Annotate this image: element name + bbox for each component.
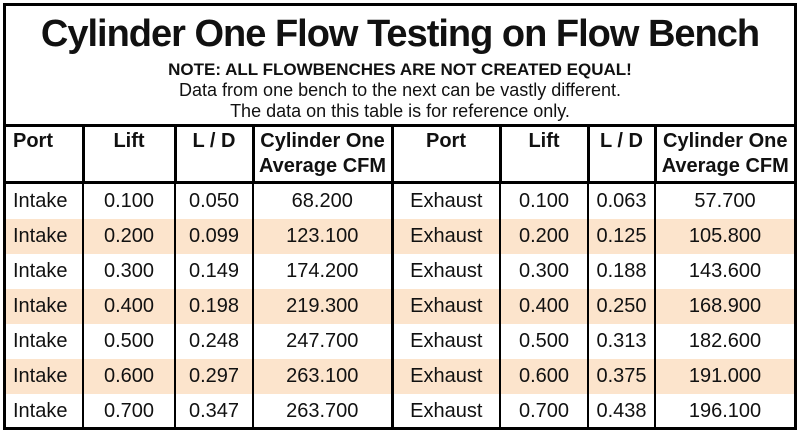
exhaust-avg-cfm-cell: 196.100 xyxy=(654,394,794,427)
table-header: Port Lift L / D Cylinder One Average CFM… xyxy=(6,124,794,184)
intake-lift-cell: 0.100 xyxy=(82,182,175,219)
exhaust-l-d-cell: 0.063 xyxy=(587,182,655,219)
exhaust-port-cell: Exhaust xyxy=(390,219,500,254)
exhaust-port-cell: Exhaust xyxy=(390,359,500,394)
table-row: Intake 0.500 0.248 247.700 Exhaust 0.500 0.313… xyxy=(6,324,794,359)
exhaust-lift-cell: 0.500 xyxy=(499,324,588,359)
exhaust-port-cell: Exhaust xyxy=(390,394,500,427)
intake-l-d-cell: 0.248 xyxy=(174,324,253,359)
note-line: The data on this table is for reference … xyxy=(230,101,570,121)
column-header-exhaust-lift: Lift xyxy=(498,124,588,184)
intake-avg-cfm-cell: 68.200 xyxy=(252,182,392,219)
column-header-exhaust-l-d: L / D xyxy=(586,124,655,184)
exhaust-avg-cfm-cell: 168.900 xyxy=(654,289,794,324)
column-header-exhaust-port: Port xyxy=(390,124,500,184)
intake-lift-cell: 0.600 xyxy=(82,359,175,394)
intake-l-d-cell: 0.050 xyxy=(174,182,253,219)
intake-avg-cfm-cell: 247.700 xyxy=(252,324,392,359)
exhaust-avg-cfm-cell: 57.700 xyxy=(654,182,794,219)
exhaust-avg-cfm-cell: 191.000 xyxy=(654,359,794,394)
table-frame: Cylinder One Flow Testing on Flow Bench … xyxy=(3,3,797,430)
column-header-intake-l-d: L / D xyxy=(173,124,253,184)
intake-port-cell: Intake xyxy=(6,359,83,394)
exhaust-port-cell: Exhaust xyxy=(390,182,500,219)
exhaust-lift-cell: 0.100 xyxy=(499,182,588,219)
exhaust-l-d-cell: 0.375 xyxy=(587,359,655,394)
table-row: Intake 0.200 0.099 123.100 Exhaust 0.200 0.125… xyxy=(6,219,794,254)
exhaust-port-cell: Exhaust xyxy=(390,254,500,289)
intake-l-d-cell: 0.099 xyxy=(174,219,253,254)
intake-port-cell: Intake xyxy=(6,219,83,254)
column-header-intake-avg-cfm: Cylinder One Average CFM xyxy=(251,124,392,184)
note-line: Data from one bench to the next can be v… xyxy=(179,80,621,100)
intake-port-cell: Intake xyxy=(13,330,68,352)
table-row: Intake 0.100 0.050 68.200 Exhaust 0.100 0.063 5… xyxy=(6,182,794,219)
intake-l-d-cell: 0.198 xyxy=(174,289,253,324)
intake-avg-cfm-cell: 263.100 xyxy=(252,359,392,394)
intake-avg-cfm-cell: 263.700 xyxy=(252,394,392,427)
exhaust-lift-cell: 0.200 xyxy=(499,219,588,254)
intake-lift-cell: 0.500 xyxy=(82,324,175,359)
exhaust-lift-cell: 0.700 xyxy=(499,394,588,427)
exhaust-l-d-cell: 0.313 xyxy=(587,324,655,359)
note-line-emphasis: NOTE: ALL FLOWBENCHES ARE NOT CREATED EQ… xyxy=(168,60,632,79)
header-row: Port Lift L / D Cylinder One Average CFM… xyxy=(6,124,794,184)
exhaust-avg-cfm-cell: 182.600 xyxy=(654,324,794,359)
exhaust-avg-cfm-cell: 143.600 xyxy=(654,254,794,289)
intake-port-cell: Intake xyxy=(13,260,68,282)
intake-port-cell: Intake xyxy=(13,190,68,212)
exhaust-lift-cell: 0.400 xyxy=(499,289,588,324)
intake-avg-cfm-cell: 174.200 xyxy=(252,254,392,289)
intake-lift-cell: 0.700 xyxy=(82,394,175,427)
table-row: Intake 0.400 0.198 219.300 Exhaust 0.400 0.250… xyxy=(6,289,794,324)
intake-avg-cfm-cell: 219.300 xyxy=(252,289,392,324)
exhaust-avg-cfm-cell: 105.800 xyxy=(654,219,794,254)
page-title: Cylinder One Flow Testing on Flow Bench xyxy=(40,13,760,55)
intake-l-d-cell: 0.149 xyxy=(174,254,253,289)
column-header-intake-port: Port xyxy=(6,124,83,184)
exhaust-port-cell: Exhaust xyxy=(390,324,500,359)
intake-lift-cell: 0.300 xyxy=(82,254,175,289)
exhaust-l-d-cell: 0.125 xyxy=(587,219,655,254)
exhaust-l-d-cell: 0.438 xyxy=(587,394,655,427)
exhaust-port-cell: Exhaust xyxy=(390,289,500,324)
intake-l-d-cell: 0.297 xyxy=(174,359,253,394)
flow-data-table: Port Lift L / D Cylinder One Average CFM… xyxy=(6,124,794,427)
table-row: Intake 0.600 0.297 263.100 Exhaust 0.600 0.375… xyxy=(6,359,794,394)
column-header-intake-lift: Lift xyxy=(81,124,175,184)
intake-l-d-cell: 0.347 xyxy=(174,394,253,427)
intake-avg-cfm-cell: 123.100 xyxy=(252,219,392,254)
table-body: Intake 0.100 0.050 68.200 Exhaust 0.100 0.063 5… xyxy=(6,182,794,427)
exhaust-l-d-cell: 0.250 xyxy=(587,289,655,324)
table-row: Intake 0.300 0.149 174.200 Exhaust 0.300 0.188… xyxy=(6,254,794,289)
intake-port-cell: Intake xyxy=(6,289,83,324)
table-row: Intake 0.700 0.347 263.700 Exhaust 0.700 0.438… xyxy=(6,394,794,427)
note-block: NOTE: ALL FLOWBENCHES ARE NOT CREATED EQ… xyxy=(6,59,794,122)
intake-lift-cell: 0.200 xyxy=(82,219,175,254)
intake-port-cell: Intake xyxy=(13,400,68,422)
column-header-exhaust-avg-cfm: Cylinder One Average CFM xyxy=(653,124,794,184)
exhaust-l-d-cell: 0.188 xyxy=(587,254,655,289)
exhaust-lift-cell: 0.600 xyxy=(499,359,588,394)
intake-lift-cell: 0.400 xyxy=(82,289,175,324)
exhaust-lift-cell: 0.300 xyxy=(499,254,588,289)
